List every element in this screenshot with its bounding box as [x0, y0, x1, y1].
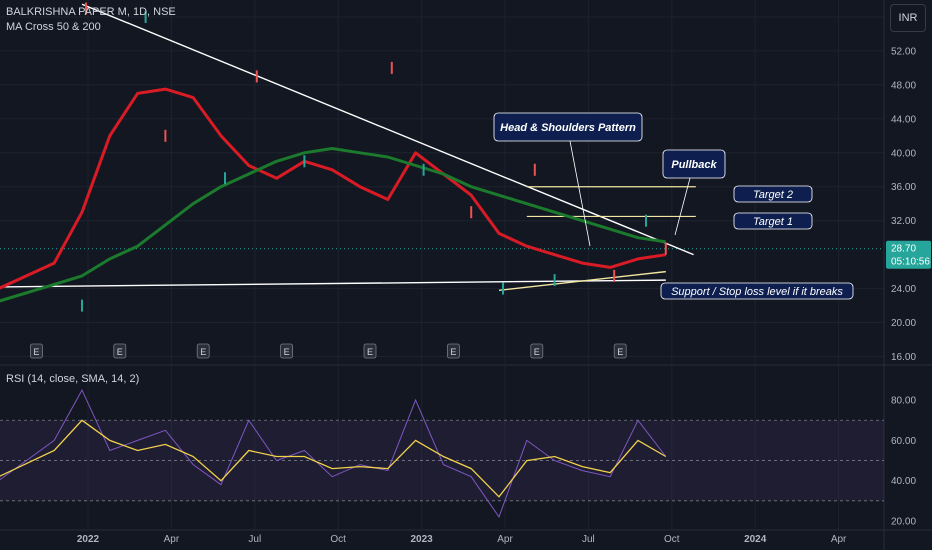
x-tick-label: Apr	[497, 534, 513, 545]
target2-callout-box	[733, 185, 813, 203]
y-tick-label: 48.00	[891, 80, 916, 91]
y-tick-label: 24.00	[891, 284, 916, 295]
earnings-marker-label: E	[284, 347, 290, 357]
earnings-marker-label: E	[367, 347, 373, 357]
y-tick-label: 36.00	[891, 182, 916, 193]
head-shoulders-pointer	[569, 140, 591, 247]
rsi-tick-label: 40.00	[891, 476, 916, 487]
y-tick-label: 16.00	[891, 352, 916, 363]
currency-button[interactable]: INR	[890, 4, 926, 32]
rsi-series-line	[0, 388, 667, 518]
x-tick-label: 2024	[744, 534, 767, 545]
earnings-marker-label: E	[450, 347, 456, 357]
pullback-callout-box	[662, 149, 726, 179]
rsi-tick-label: 20.00	[891, 516, 916, 527]
y-tick-label: 32.00	[891, 216, 916, 227]
x-tick-label: Jul	[248, 534, 261, 545]
rsi-panel	[0, 388, 884, 518]
axes: 2022AprJulOct2023AprJulOct2024Apr56.0052…	[29, 12, 931, 545]
rsi-tick-label: 60.00	[891, 436, 916, 447]
rsi-tick-label: 80.00	[891, 396, 916, 407]
rsi-series-line	[0, 419, 667, 498]
pullback-callout-label: Pullback	[671, 159, 717, 171]
support-callout-box	[660, 282, 854, 300]
earnings-marker-label: E	[617, 347, 623, 357]
head-shoulders-callout-box	[493, 112, 643, 142]
x-tick-label: Apr	[831, 534, 847, 545]
descending-resistance	[81, 3, 694, 256]
earnings-marker-label: E	[200, 347, 206, 357]
ma-series-line	[0, 147, 667, 303]
earnings-marker	[280, 343, 294, 359]
earnings-marker	[29, 343, 43, 359]
target1-callout-label: Target 1	[753, 216, 793, 228]
earnings-marker	[363, 343, 377, 359]
x-tick-label: Oct	[330, 534, 346, 545]
annotations: Head & Shoulders Pattern Pullback Target 2…	[493, 112, 854, 300]
target2-callout-label: Target 2	[753, 189, 793, 201]
price-markers	[81, 2, 667, 312]
price-badge	[886, 240, 931, 269]
support-callout-label: Support / Stop loss level if it breaks	[671, 286, 843, 298]
x-tick-label: 2022	[77, 534, 100, 545]
price-badge-countdown: 05:10:56	[891, 257, 930, 268]
x-tick-label: 2023	[410, 534, 433, 545]
price-badge-value: 28.70	[891, 244, 916, 255]
moving-averages	[0, 87, 667, 303]
chart-title: BALKRISHNA PAPER M, 1D, NSE	[6, 6, 176, 18]
earnings-marker	[446, 343, 460, 359]
ma-legend[interactable]: MA Cross 50 & 200	[6, 21, 101, 33]
x-tick-label: Apr	[164, 534, 180, 545]
head-shoulders-callout-label: Head & Shoulders Pattern	[500, 122, 636, 134]
x-tick-label: Jul	[582, 534, 595, 545]
rising-support	[498, 270, 666, 291]
earnings-marker-label: E	[33, 347, 39, 357]
y-tick-label: 20.00	[891, 318, 916, 329]
earnings-marker	[530, 343, 544, 359]
y-tick-label: 44.00	[891, 114, 916, 125]
earnings-marker-label: E	[534, 347, 540, 357]
y-tick-label: 40.00	[891, 148, 916, 159]
earnings-marker	[196, 343, 210, 359]
earnings-marker	[113, 343, 127, 359]
y-tick-label: 52.00	[891, 46, 916, 57]
earnings-marker	[613, 343, 627, 359]
ma-series-line	[0, 87, 667, 290]
rsi-legend[interactable]: RSI (14, close, SMA, 14, 2)	[6, 373, 140, 385]
x-tick-label: Oct	[664, 534, 680, 545]
earnings-marker-label: E	[117, 347, 123, 357]
pullback-pointer	[674, 177, 691, 236]
target1-callout-box	[733, 212, 813, 230]
